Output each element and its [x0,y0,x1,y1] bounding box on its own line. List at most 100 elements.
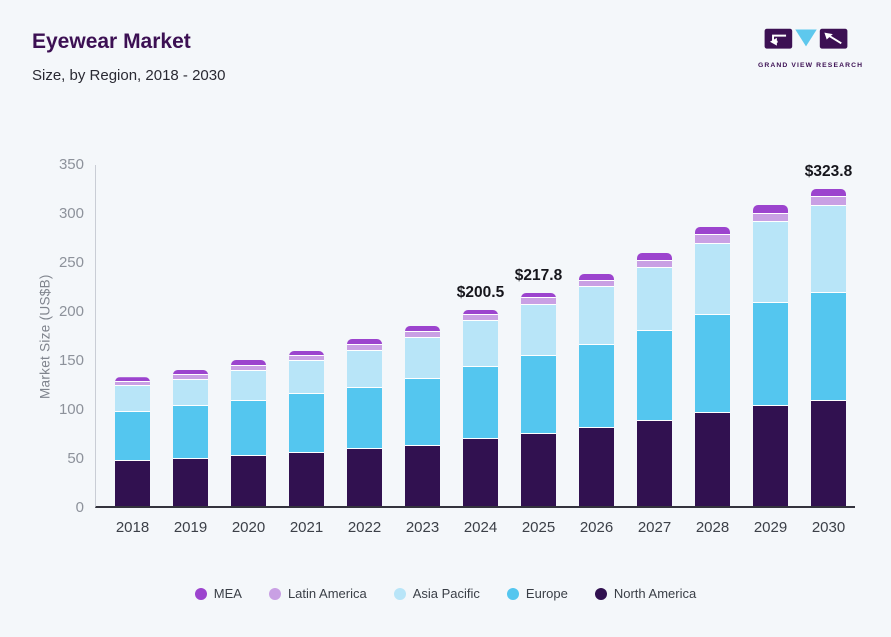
bar-segment-asia-pacific [521,304,556,357]
bar-segment-asia-pacific [173,379,208,407]
legend-swatch-icon [194,587,207,600]
bar-segment-europe [231,401,266,456]
bar-segment-mea [115,377,150,383]
bar-segment-latin-america [289,356,324,362]
y-tick-label: 50 [67,450,84,467]
page-subtitle: Size, by Region, 2018 - 2030 [32,67,226,84]
gvr-logo-mark-icon [764,28,848,49]
bar-segment-mea [405,326,440,333]
bar-segment-asia-pacific [115,386,150,413]
stacked-bar-2029 [753,205,788,506]
bar-segment-europe [347,387,382,449]
bar-segment-mea [753,205,788,214]
bar-segment-europe [637,331,672,422]
bar-segment-latin-america [695,235,730,245]
bar-value-annotation: $200.5 [456,283,505,301]
gvr-logo: GRAND VIEW RESEARCH [758,27,864,69]
bar-segment-north-america [347,448,382,506]
bar-segment-asia-pacific [231,370,266,402]
bar-segment-latin-america [753,213,788,223]
x-tick-label: 2021 [289,519,324,536]
bar-segment-north-america [231,455,266,506]
legend-item-europe: Europe [506,586,568,601]
chart-plot-area: 0 50 100 150 200 250 300 350 2018 2019 2020 2021 202… [59,156,855,536]
bar-segment-north-america [405,445,440,506]
y-tick-label: 150 [58,352,84,369]
stacked-bar-2027 [637,253,672,506]
bar-segment-asia-pacific [405,338,440,379]
legend-item-latin-america: Latin America [268,586,367,601]
bar-segment-north-america [637,421,672,506]
stacked-bar-2025 [521,292,556,506]
y-tick-label: 100 [58,401,84,418]
bar-value-annotation: $217.8 [514,266,563,284]
stacked-bar-2020 [231,360,266,506]
bar-segment-europe [463,367,498,439]
chart-legend: MEA Latin America Asia Pacific Europe North … [0,586,891,601]
bar-segment-europe [405,378,440,446]
bar-segment-europe [521,356,556,434]
bar-segment-latin-america [637,261,672,269]
bar-segment-latin-america [347,345,382,351]
bar-segment-latin-america [405,332,440,339]
bar-segment-asia-pacific [753,222,788,304]
bar-segment-latin-america [579,281,614,288]
x-tick-label: 2028 [695,519,730,536]
bar-segment-north-america [173,458,208,506]
y-tick-label: 300 [58,205,84,222]
bar-segment-europe [173,406,208,459]
x-tick-label: 2022 [347,519,382,536]
bar-segment-europe [289,393,324,453]
bar-segment-north-america [289,452,324,506]
legend-swatch-icon [506,587,519,600]
bar-segment-mea [289,350,324,357]
bar-segment-north-america [115,460,150,506]
bar-segment-europe [811,293,846,401]
legend-label: Latin America [287,586,367,601]
x-tick-label: 2026 [579,519,614,536]
x-tick-label: 2025 [521,519,556,536]
x-tick-label: 2023 [405,519,440,536]
stacked-bar-2024 [463,309,498,506]
bar-segment-mea [231,360,266,366]
y-tick-label: 350 [58,156,84,173]
bar-segment-mea [173,369,208,375]
legend-label: Europe [525,586,568,601]
bar-segment-europe [695,315,730,413]
bar-segment-north-america [521,433,556,506]
legend-swatch-icon [393,587,406,600]
bar-segment-mea [811,188,846,198]
y-tick-label: 250 [58,254,84,271]
bar-segment-asia-pacific [637,268,672,332]
bar-segment-latin-america [521,298,556,305]
bar-segment-latin-america [463,315,498,322]
bar-segment-asia-pacific [347,350,382,388]
stacked-bar-2018 [115,377,150,506]
bar-segment-mea [463,309,498,316]
legend-label: North America [613,586,697,601]
bar-segment-asia-pacific [695,244,730,316]
bar-segment-mea [347,339,382,346]
legend-label: MEA [213,586,242,601]
legend-item-asia-pacific: Asia Pacific [393,586,480,601]
bar-segment-north-america [579,427,614,506]
stacked-bar-2022 [347,339,382,506]
bar-segment-north-america [695,412,730,506]
x-tick-label: 2024 [463,519,498,536]
stacked-bar-2028 [695,227,730,506]
bar-segment-latin-america [173,374,208,380]
bar-segment-north-america [463,438,498,506]
legend-label: Asia Pacific [412,586,480,601]
x-tick-label: 2019 [173,519,208,536]
legend-item-north-america: North America [594,586,697,601]
stacked-bar-2023 [405,326,440,506]
bar-segment-asia-pacific [289,361,324,394]
bar-segment-asia-pacific [811,206,846,294]
bar-segment-latin-america [115,382,150,387]
gvr-logo-text: GRAND VIEW RESEARCH [758,62,864,69]
legend-swatch-icon [268,587,281,600]
x-tick-label: 2030 [811,519,846,536]
stacked-bar-2026 [579,274,614,506]
y-tick-label: 200 [58,303,84,320]
